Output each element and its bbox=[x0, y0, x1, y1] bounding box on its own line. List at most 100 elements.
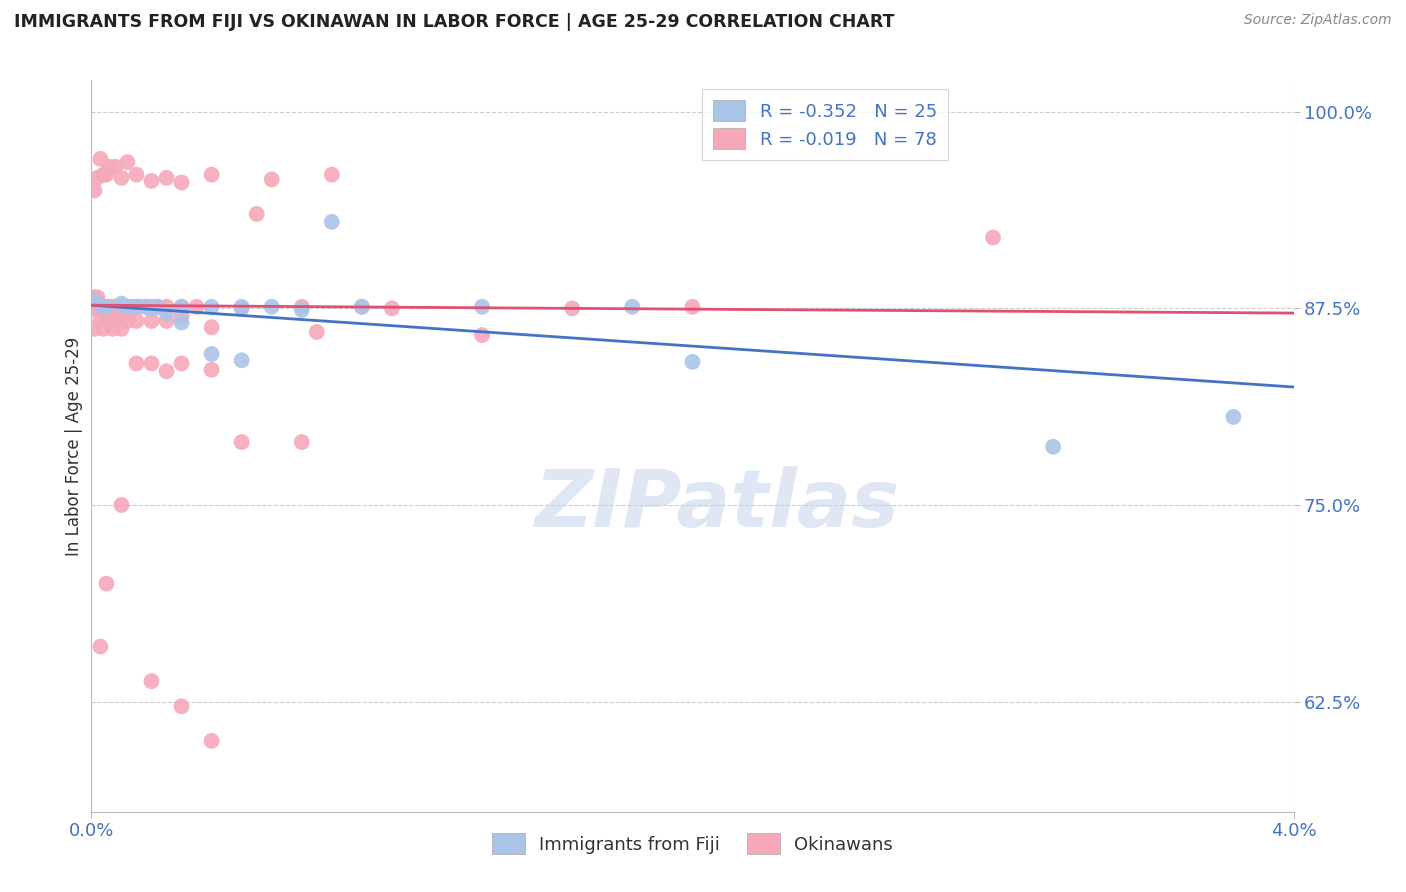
Point bbox=[201, 320, 224, 334]
Point bbox=[96, 300, 118, 314]
Point bbox=[1222, 409, 1244, 424]
Point bbox=[82, 300, 104, 314]
Point bbox=[125, 356, 148, 370]
Point bbox=[621, 300, 644, 314]
Point bbox=[146, 300, 169, 314]
Point bbox=[381, 301, 404, 316]
Point bbox=[117, 155, 139, 169]
Point bbox=[170, 300, 193, 314]
Point bbox=[201, 362, 224, 376]
Point bbox=[83, 301, 105, 316]
Point bbox=[104, 300, 127, 314]
Point bbox=[104, 160, 127, 174]
Point bbox=[170, 699, 193, 714]
Point bbox=[80, 292, 103, 306]
Point bbox=[82, 293, 104, 308]
Point bbox=[110, 170, 132, 185]
Point bbox=[155, 170, 177, 185]
Point bbox=[350, 300, 373, 314]
Point bbox=[291, 302, 314, 317]
Point bbox=[125, 314, 148, 328]
Point bbox=[101, 300, 124, 314]
Point bbox=[89, 152, 111, 166]
Point bbox=[291, 300, 314, 314]
Point bbox=[141, 674, 163, 689]
Point bbox=[155, 364, 177, 378]
Point bbox=[98, 312, 121, 326]
Point bbox=[101, 322, 124, 336]
Point bbox=[981, 230, 1004, 244]
Point bbox=[96, 312, 118, 326]
Point bbox=[246, 207, 269, 221]
Point bbox=[83, 183, 105, 197]
Point bbox=[305, 325, 328, 339]
Point bbox=[89, 301, 111, 316]
Point bbox=[146, 300, 169, 314]
Point bbox=[125, 300, 148, 314]
Point bbox=[89, 640, 111, 654]
Point bbox=[201, 300, 224, 314]
Point bbox=[110, 498, 132, 512]
Point bbox=[155, 306, 177, 320]
Point bbox=[98, 300, 121, 314]
Point bbox=[231, 435, 253, 450]
Point bbox=[96, 300, 118, 314]
Point bbox=[128, 300, 150, 314]
Point bbox=[96, 576, 118, 591]
Point bbox=[96, 168, 118, 182]
Point bbox=[231, 353, 253, 368]
Point bbox=[117, 314, 139, 328]
Point bbox=[110, 296, 132, 310]
Point bbox=[83, 322, 105, 336]
Point bbox=[260, 172, 283, 186]
Point bbox=[681, 355, 703, 369]
Point bbox=[86, 170, 108, 185]
Point bbox=[134, 300, 156, 314]
Point bbox=[141, 314, 163, 328]
Point bbox=[561, 301, 583, 316]
Point bbox=[260, 300, 283, 314]
Point bbox=[1042, 440, 1064, 454]
Point bbox=[86, 290, 108, 304]
Point bbox=[122, 301, 145, 316]
Legend: Immigrants from Fiji, Okinawans: Immigrants from Fiji, Okinawans bbox=[481, 822, 904, 865]
Point bbox=[86, 301, 108, 316]
Point bbox=[231, 301, 253, 316]
Point bbox=[117, 300, 139, 314]
Point bbox=[471, 300, 494, 314]
Point bbox=[89, 312, 111, 326]
Point bbox=[155, 300, 177, 314]
Point bbox=[170, 310, 193, 324]
Point bbox=[170, 176, 193, 190]
Point bbox=[186, 300, 208, 314]
Point bbox=[321, 168, 343, 182]
Point bbox=[110, 310, 132, 324]
Text: IMMIGRANTS FROM FIJI VS OKINAWAN IN LABOR FORCE | AGE 25-29 CORRELATION CHART: IMMIGRANTS FROM FIJI VS OKINAWAN IN LABO… bbox=[14, 13, 894, 31]
Point bbox=[201, 347, 224, 361]
Point bbox=[141, 300, 163, 314]
Point bbox=[125, 300, 148, 314]
Point bbox=[201, 168, 224, 182]
Point bbox=[117, 300, 139, 314]
Point bbox=[120, 300, 142, 314]
Point bbox=[107, 310, 129, 325]
Point bbox=[110, 300, 132, 314]
Point bbox=[141, 356, 163, 370]
Point bbox=[350, 300, 373, 314]
Point bbox=[125, 168, 148, 182]
Point bbox=[89, 298, 111, 312]
Text: Source: ZipAtlas.com: Source: ZipAtlas.com bbox=[1244, 13, 1392, 28]
Point bbox=[681, 300, 703, 314]
Text: ZIPatlas: ZIPatlas bbox=[534, 466, 898, 543]
Point bbox=[134, 300, 156, 314]
Point bbox=[170, 356, 193, 370]
Point bbox=[170, 300, 193, 314]
Point bbox=[93, 322, 115, 336]
Point bbox=[201, 734, 224, 748]
Point bbox=[93, 300, 115, 314]
Point bbox=[98, 160, 121, 174]
Point bbox=[93, 168, 115, 182]
Point bbox=[83, 290, 105, 304]
Point bbox=[170, 316, 193, 330]
Y-axis label: In Labor Force | Age 25-29: In Labor Force | Age 25-29 bbox=[65, 336, 83, 556]
